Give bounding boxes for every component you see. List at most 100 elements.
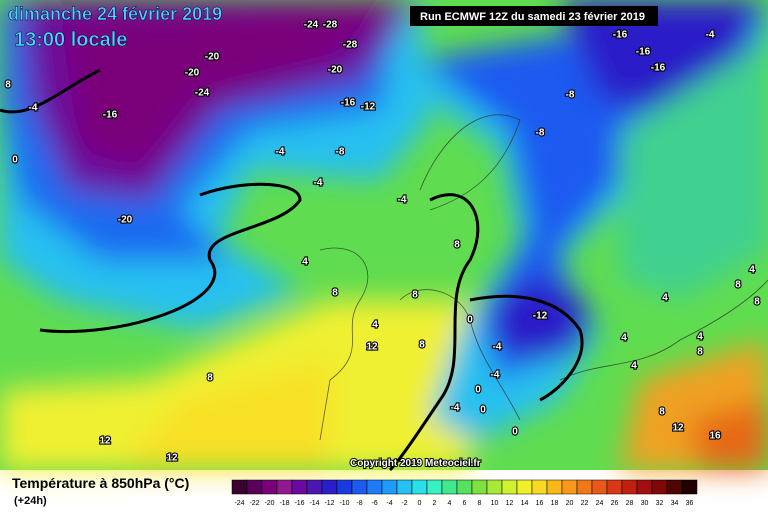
contour-label: 4: [372, 320, 378, 331]
contour-label: 16: [709, 431, 721, 442]
colorbar-swatch: [531, 479, 548, 495]
colorbar-label: 4: [448, 500, 452, 507]
contour-label: 4: [631, 361, 637, 372]
colorbar-label: -2: [401, 500, 407, 507]
colorbar-swatch: [261, 479, 278, 495]
colorbar-label: 14: [521, 500, 529, 507]
colorbar-swatch: [486, 479, 503, 495]
colorbar-swatch: [366, 479, 383, 495]
copyright: Copyright 2019 Meteociel.fr: [350, 458, 481, 469]
contour-label: -12: [533, 311, 548, 322]
contour-label: 0: [480, 405, 486, 416]
contour-label: 4: [302, 257, 308, 268]
colorbar-swatch: [336, 479, 353, 495]
colorbar-swatch: [231, 479, 248, 495]
colorbar-swatch: [291, 479, 308, 495]
colorbar-label: 16: [536, 500, 544, 507]
colorbar-label: 36: [686, 500, 694, 507]
contour-label: 8: [332, 288, 338, 299]
colorbar-label: 8: [478, 500, 482, 507]
colorbar-label: 0: [418, 500, 422, 507]
contour-label: -4: [398, 195, 407, 206]
date-title: dimanche 24 février 2019: [8, 4, 222, 24]
colorbar-swatch: [561, 479, 578, 495]
colorbar-swatch: [456, 479, 473, 495]
footer-title: Température à 850hPa (°C): [12, 475, 189, 491]
contour-label: -4: [493, 342, 502, 353]
contour-label: -8: [336, 147, 345, 158]
colorbar-label: 10: [491, 500, 499, 507]
contour-label: 4: [662, 293, 668, 304]
contour-label: -8: [536, 128, 545, 139]
colorbar-swatch: [411, 479, 428, 495]
contour-label: 8: [207, 373, 213, 384]
colorbar-swatch: [441, 479, 458, 495]
colorbar-swatch: [351, 479, 368, 495]
contour-label: 4: [697, 332, 703, 343]
contour-label: 8: [419, 340, 425, 351]
colorbar-label: 26: [611, 500, 619, 507]
contour-label: -4: [29, 103, 38, 114]
colorbar-label: 20: [566, 500, 574, 507]
colorbar-swatch: [246, 479, 263, 495]
contour-label: 0: [475, 385, 481, 396]
contour-label: -20: [328, 65, 343, 76]
contour-label: -16: [613, 30, 628, 41]
colorbar-swatch: [396, 479, 413, 495]
colorbar-label: 32: [656, 500, 664, 507]
colorbar-label: 30: [641, 500, 649, 507]
contour-label: -16: [651, 63, 666, 74]
time-title: 13:00 locale: [14, 29, 127, 51]
contour-label: 0: [512, 427, 518, 438]
contour-label: -20: [185, 68, 200, 79]
run-box: [410, 6, 658, 26]
colorbar-label: -12: [324, 500, 334, 507]
contour-label: -4: [706, 30, 715, 41]
contour-label: -16: [103, 110, 118, 121]
colorbar-swatch: [471, 479, 488, 495]
colorbar-label: -4: [386, 500, 392, 507]
colorbar-label: 18: [551, 500, 559, 507]
contour-label: -24: [304, 20, 319, 31]
contour-label: -4: [276, 147, 285, 158]
colorbar-label: -20: [264, 500, 274, 507]
contour-label: -28: [343, 40, 358, 51]
contour-label: -28: [323, 20, 338, 31]
colorbar-swatch: [501, 479, 518, 495]
contour-label: -4: [491, 370, 500, 381]
contour-label: 8: [697, 347, 703, 358]
contour-label: 12: [166, 453, 178, 464]
colorbar-swatch: [576, 479, 593, 495]
contour-label: 0: [467, 315, 473, 326]
footer-lead: (+24h): [14, 495, 47, 507]
contour-label: 8: [454, 240, 460, 251]
contour-label: 4: [749, 265, 755, 276]
colorbar-label: 12: [506, 500, 514, 507]
colorbar-swatch: [426, 479, 443, 495]
colorbar-label: 6: [463, 500, 467, 507]
colorbar-swatch: [666, 479, 683, 495]
colorbar-label: -6: [371, 500, 377, 507]
contour-label: -20: [118, 215, 133, 226]
colorbar-label: 24: [596, 500, 604, 507]
contour-label: 8: [5, 80, 11, 91]
colorbar-label: -22: [249, 500, 259, 507]
colorbar-label: -18: [279, 500, 289, 507]
colorbar-swatch: [636, 479, 653, 495]
contour-label: -12: [361, 102, 376, 113]
contour-label: -24: [195, 88, 210, 99]
contour-label: 12: [672, 423, 684, 434]
colorbar-label: -8: [356, 500, 362, 507]
colorbar-swatch: [681, 479, 698, 495]
colorbar-swatch: [516, 479, 533, 495]
colorbar-swatch: [546, 479, 563, 495]
contour-label: 8: [412, 290, 418, 301]
contour-label: 8: [659, 407, 665, 418]
colorbar-swatch: [621, 479, 638, 495]
contour-label: 12: [366, 342, 378, 353]
colorbar-label: 2: [433, 500, 437, 507]
colorbar-label: 34: [671, 500, 679, 507]
contour-label: 8: [735, 280, 741, 291]
contour-label: 4: [621, 333, 627, 344]
